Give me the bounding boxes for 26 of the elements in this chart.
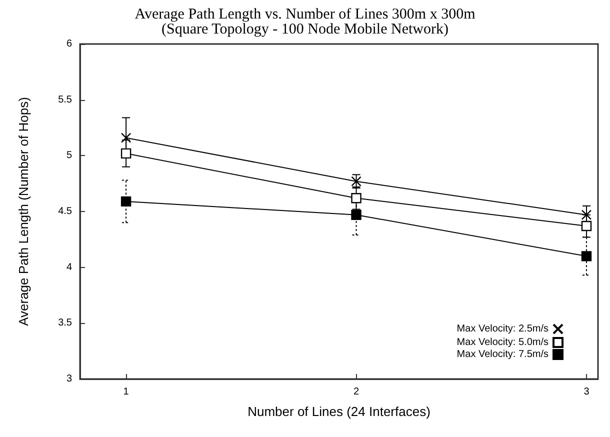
x-axis-title: Number of Lines (24 Interfaces) [248,404,430,419]
y-tick-label: 3.5 [58,318,72,329]
chart-title: Average Path Length vs. Number of Lines 300m x 300m [134,6,476,22]
y-tick-label: 4 [66,262,72,273]
chart-subtitle: (Square Topology - 100 Node Mobile Network) [162,22,448,38]
x-tick-label: 3 [584,386,590,398]
y-tick-label: 5 [66,150,72,162]
x-tick-label: 2 [353,386,360,398]
point [120,196,132,207]
point [120,132,132,143]
point [351,176,362,186]
legend-label: Max Velocity: 7.5m/s [456,349,548,360]
y-axis-title: Average Path Length (Number of Hops) [16,97,31,326]
point [120,148,132,159]
y-tick-label: 6 [66,38,72,50]
x-tick-label: 1 [123,386,130,398]
y-tick-label: 5.5 [58,94,72,106]
legend-label: Max Velocity: 5.0m/s [456,337,548,348]
y-tick-label: 4.5 [58,206,72,217]
point [581,251,592,262]
point [351,193,362,204]
point [581,220,592,232]
point [351,210,362,220]
y-tick-label: 3 [66,374,72,384]
legend-label: Max Velocity: 2.5m/s [456,324,548,334]
point [581,210,592,220]
